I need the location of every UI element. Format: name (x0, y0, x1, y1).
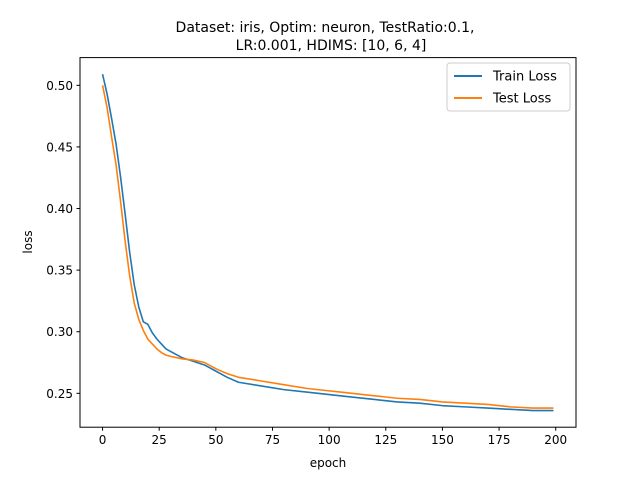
legend-label-train: Train Loss (492, 70, 557, 85)
chart-title-line2: LR:0.001, HDIMS: [10, 6, 4] (236, 38, 427, 54)
train-loss-line (101, 74, 554, 412)
plot-frame (79, 57, 577, 428)
test-loss-line (101, 85, 554, 409)
x-tick-label: 100 (318, 433, 341, 447)
x-tick-label: 175 (488, 433, 511, 447)
chart-title-line1: Dataset: iris, Optim: neuron, TestRatio:… (176, 20, 475, 36)
y-tick-label: 0.30 (46, 325, 73, 339)
x-tick-label: 25 (152, 433, 167, 447)
x-tick-label: 50 (208, 433, 223, 447)
y-tick-label: 0.25 (46, 387, 73, 401)
x-tick-label: 125 (374, 433, 397, 447)
x-axis-label: epoch (310, 456, 347, 470)
series-lines (101, 74, 554, 412)
legend-label-test: Test Loss (492, 92, 551, 107)
x-tick-label: 150 (431, 433, 454, 447)
y-axis-ticks: 0.25 0.30 0.35 0.40 0.45 0.50 (46, 79, 80, 401)
y-tick-label: 0.40 (46, 202, 73, 216)
legend: Train Loss Test Loss (446, 62, 571, 112)
y-tick-label: 0.35 (46, 264, 73, 278)
y-tick-label: 0.45 (46, 140, 73, 154)
x-axis-ticks: 0 25 50 75 100 125 150 175 200 (99, 427, 567, 447)
y-axis-label: loss (21, 230, 35, 253)
x-tick-label: 200 (544, 433, 567, 447)
x-tick-label: 0 (99, 433, 107, 447)
x-tick-label: 75 (265, 433, 280, 447)
y-tick-label: 0.50 (46, 79, 73, 93)
